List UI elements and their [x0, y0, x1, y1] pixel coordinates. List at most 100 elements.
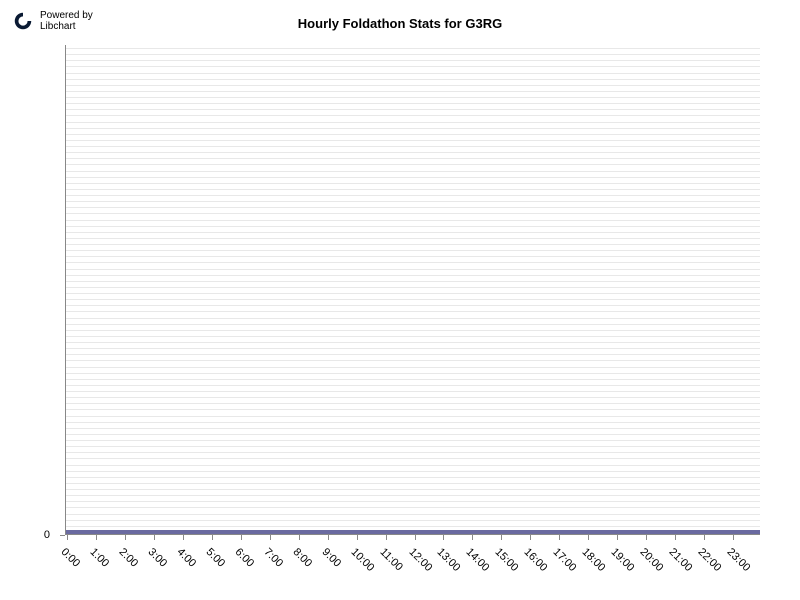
x-tick-label: 19:00: [609, 546, 637, 574]
grid-line: [66, 446, 760, 447]
plot-area: [65, 45, 760, 535]
grid-line: [66, 501, 760, 502]
grid-line: [66, 134, 760, 135]
x-tick-mark: [328, 535, 329, 540]
x-tick-label: 17:00: [551, 546, 579, 574]
grid-line: [66, 483, 760, 484]
grid-line: [66, 391, 760, 392]
x-tick-mark: [501, 535, 502, 540]
grid-line: [66, 244, 760, 245]
x-tick-mark: [559, 535, 560, 540]
x-tick-label: 18:00: [580, 546, 608, 574]
grid-line: [66, 66, 760, 67]
grid-line: [66, 507, 760, 508]
grid-line: [66, 250, 760, 251]
grid-line: [66, 85, 760, 86]
x-tick-label: 13:00: [435, 546, 463, 574]
grid-line: [66, 495, 760, 496]
x-tick-label: 2:00: [116, 546, 140, 570]
x-tick-label: 0:00: [59, 546, 83, 570]
grid-line: [66, 465, 760, 466]
grid-line: [66, 422, 760, 423]
grid-line: [66, 514, 760, 515]
series-strip: [66, 530, 760, 534]
x-tick-label: 3:00: [145, 546, 169, 570]
grid-line: [66, 458, 760, 459]
x-tick-mark: [704, 535, 705, 540]
grid-line: [66, 281, 760, 282]
grid-line: [66, 489, 760, 490]
grid-line: [66, 128, 760, 129]
x-tick-label: 12:00: [406, 546, 434, 574]
grid-line: [66, 348, 760, 349]
chart-container: Powered by Libchart Hourly Foldathon Sta…: [0, 0, 800, 600]
x-tick-label: 23:00: [725, 546, 753, 574]
grid-line: [66, 262, 760, 263]
grid-line: [66, 269, 760, 270]
y-tick-label: 0: [0, 529, 50, 541]
grid-line: [66, 403, 760, 404]
grid-line: [66, 373, 760, 374]
x-tick-mark: [733, 535, 734, 540]
x-tick-label: 21:00: [667, 546, 695, 574]
grid-line: [66, 189, 760, 190]
grid-line: [66, 385, 760, 386]
grid-line: [66, 256, 760, 257]
grid-line: [66, 367, 760, 368]
x-tick-mark: [183, 535, 184, 540]
grid-line: [66, 207, 760, 208]
grid-line: [66, 48, 760, 49]
grid-line: [66, 416, 760, 417]
grid-line: [66, 311, 760, 312]
x-tick-mark: [588, 535, 589, 540]
grid-line: [66, 318, 760, 319]
grid-line: [66, 324, 760, 325]
x-tick-label: 1:00: [87, 546, 111, 570]
grid-line: [66, 177, 760, 178]
grid-line: [66, 452, 760, 453]
grid-line: [66, 122, 760, 123]
x-tick-label: 9:00: [319, 546, 343, 570]
x-tick-label: 4:00: [174, 546, 198, 570]
x-tick-mark: [67, 535, 68, 540]
grid-line: [66, 471, 760, 472]
x-tick-label: 14:00: [464, 546, 492, 574]
grid-line: [66, 379, 760, 380]
grid-line: [66, 434, 760, 435]
x-tick-label: 6:00: [232, 546, 256, 570]
grid-line: [66, 152, 760, 153]
x-tick-mark: [125, 535, 126, 540]
x-tick-mark: [96, 535, 97, 540]
x-tick-label: 11:00: [377, 546, 404, 573]
grid-line: [66, 330, 760, 331]
x-tick-mark: [212, 535, 213, 540]
x-tick-label: 15:00: [493, 546, 521, 574]
x-tick-mark: [472, 535, 473, 540]
x-tick-label: 20:00: [638, 546, 666, 574]
grid-line: [66, 213, 760, 214]
grid-line: [66, 232, 760, 233]
grid-line: [66, 79, 760, 80]
grid-line: [66, 164, 760, 165]
grid-line: [66, 226, 760, 227]
grid-line: [66, 440, 760, 441]
x-tick-mark: [270, 535, 271, 540]
x-tick-mark: [646, 535, 647, 540]
grid-line: [66, 287, 760, 288]
grid-line: [66, 342, 760, 343]
grid-line: [66, 183, 760, 184]
x-tick-label: 7:00: [261, 546, 285, 570]
grid-line: [66, 201, 760, 202]
x-tick-mark: [299, 535, 300, 540]
grid-line: [66, 146, 760, 147]
grid-line: [66, 158, 760, 159]
grid-line: [66, 103, 760, 104]
grid-line: [66, 477, 760, 478]
x-tick-mark: [675, 535, 676, 540]
grid-line: [66, 115, 760, 116]
x-tick-mark: [530, 535, 531, 540]
x-tick-label: 22:00: [696, 546, 724, 574]
x-tick-label: 5:00: [203, 546, 227, 570]
x-tick-mark: [415, 535, 416, 540]
grid-line: [66, 354, 760, 355]
